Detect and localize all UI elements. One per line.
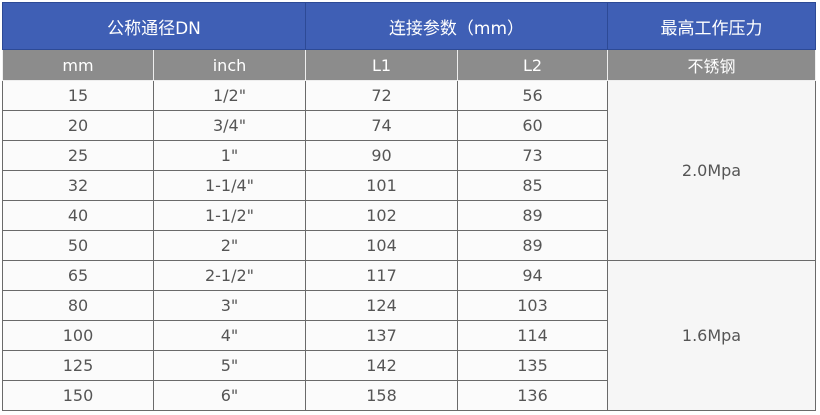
cell-l2: 73 [457,140,608,171]
cell-l2: 60 [457,110,608,141]
cell-inch: 3" [153,290,306,321]
cell-l2: 85 [457,170,608,201]
table-row: 32 1-1/4" 101 85 [2,170,816,201]
cell-l2: 103 [457,290,608,321]
header-max-pressure: 最高工作压力 [607,2,816,50]
cell-inch: 1/2" [153,80,306,111]
header-nominal-diameter: 公称通径DN [2,2,306,50]
cell-mm: 65 [2,260,154,291]
table-row: 65 2-1/2" 117 94 1.6Mpa [2,260,816,411]
cell-mm: 25 [2,140,154,171]
cell-l2: 89 [457,200,608,231]
table-row: 40 1-1/2" 102 89 [2,200,816,231]
cell-l1: 124 [305,290,458,321]
cell-mm: 40 [2,200,154,231]
cell-l1: 158 [305,380,458,411]
cell-mm: 15 [2,80,154,111]
cell-mm: 20 [2,110,154,141]
cell-inch: 4" [153,320,306,351]
cell-inch: 1" [153,140,306,171]
table-row: 25 1" 90 73 [2,140,816,171]
table-row: 80 3" 124 103 [2,290,816,321]
header-connection-params: 连接参数（mm） [305,2,608,50]
cell-l2: 135 [457,350,608,381]
cell-inch: 3/4" [153,110,306,141]
table-row: 15 1/2" 72 56 2.0Mpa [2,80,816,261]
cell-l1: 102 [305,200,458,231]
cell-l2: 89 [457,230,608,261]
cell-inch: 2-1/2" [153,260,306,291]
cell-l1: 74 [305,110,458,141]
table-row: 20 3/4" 74 60 [2,110,816,141]
subheader-inch: inch [153,49,306,81]
cell-mm: 100 [2,320,154,351]
cell-pressure: 1.6Mpa [607,260,816,411]
cell-mm: 80 [2,290,154,321]
subheader-mm: mm [2,49,154,81]
subheader-l1: L1 [305,49,458,81]
cell-inch: 5" [153,350,306,381]
cell-l1: 90 [305,140,458,171]
cell-l1: 142 [305,350,458,381]
cell-inch: 1-1/2" [153,200,306,231]
cell-l2: 136 [457,380,608,411]
cell-l2: 56 [457,80,608,111]
cell-inch: 6" [153,380,306,411]
cell-l1: 117 [305,260,458,291]
cell-l1: 101 [305,170,458,201]
cell-l2: 114 [457,320,608,351]
cell-l1: 137 [305,320,458,351]
cell-inch: 1-1/4" [153,170,306,201]
cell-l1: 72 [305,80,458,111]
header-row: 公称通径DN 连接参数（mm） 最高工作压力 [2,2,816,50]
table-row: 125 5" 142 135 [2,350,816,381]
spec-table: 公称通径DN 连接参数（mm） 最高工作压力 mm inch L1 L2 不锈钢… [2,2,816,411]
cell-l1: 104 [305,230,458,261]
subheader-material: 不锈钢 [607,49,816,81]
cell-mm: 150 [2,380,154,411]
cell-mm: 32 [2,170,154,201]
cell-pressure: 2.0Mpa [607,80,816,261]
cell-l2: 94 [457,260,608,291]
table-row: 150 6" 158 136 [2,380,816,411]
cell-inch: 2" [153,230,306,261]
cell-mm: 125 [2,350,154,381]
subheader-l2: L2 [457,49,608,81]
subheader-row: mm inch L1 L2 不锈钢 [2,49,816,81]
cell-mm: 50 [2,230,154,261]
table-row: 100 4" 137 114 [2,320,816,351]
